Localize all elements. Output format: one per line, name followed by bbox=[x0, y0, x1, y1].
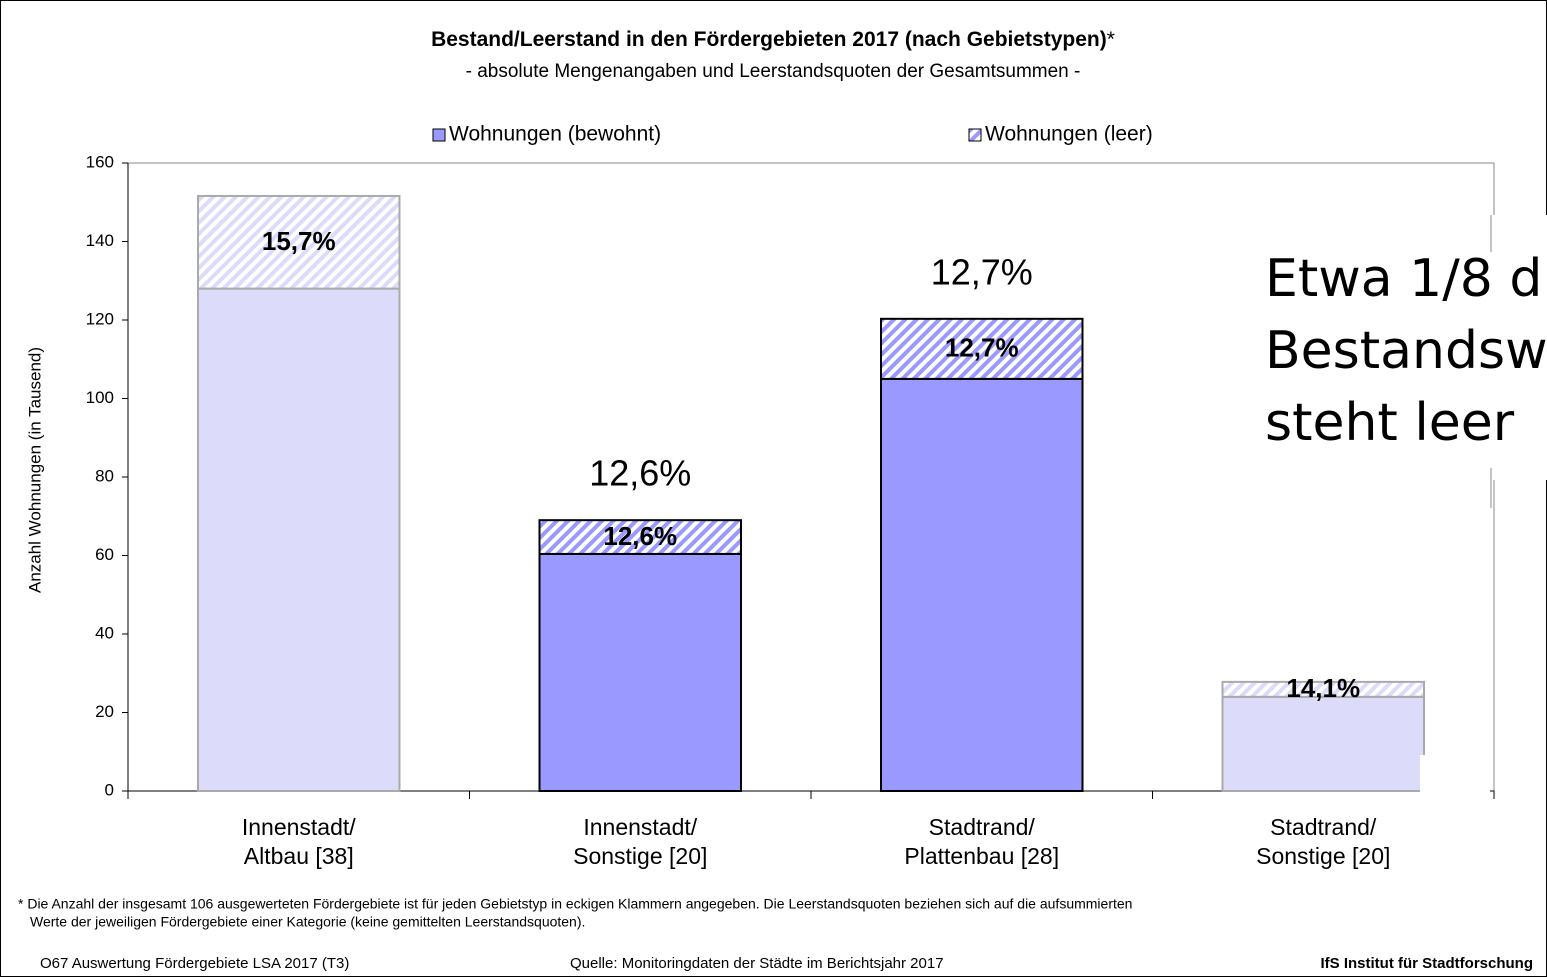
callout-text: Etwa 1/8 d bbox=[1265, 249, 1542, 309]
vacancy-label: 12,6% bbox=[603, 521, 677, 551]
vacancy-label: 14,1% bbox=[1286, 673, 1360, 703]
y-tick-label: 80 bbox=[95, 466, 114, 485]
bar-segment bbox=[1221, 680, 1425, 698]
y-tick-label: 0 bbox=[105, 780, 114, 799]
x-tick-label: Innenstadt/Sonstige [20] bbox=[573, 814, 707, 869]
chart-title: Bestand/Leerstand in den Fördergebieten … bbox=[431, 28, 1115, 51]
bar-segment bbox=[538, 519, 742, 555]
bar-segment bbox=[197, 287, 401, 792]
y-tick-label: 20 bbox=[95, 702, 114, 721]
y-tick-label: 140 bbox=[86, 231, 114, 250]
overlay-label: 12,7% bbox=[931, 251, 1033, 292]
y-tick-label: 120 bbox=[86, 309, 114, 328]
legend-label: Wohnungen (leer) bbox=[985, 123, 1153, 146]
bar-segment bbox=[880, 317, 1084, 380]
y-tick-label: 100 bbox=[86, 388, 114, 407]
legend-swatch bbox=[432, 128, 446, 142]
bar-segment bbox=[197, 194, 401, 290]
footer-center: Quelle: Monitoringdaten der Städte im Be… bbox=[570, 955, 944, 972]
x-tick-label: Stadtrand/Sonstige [20] bbox=[1256, 814, 1390, 869]
bar-segment bbox=[880, 377, 1084, 792]
bar-segment bbox=[1221, 695, 1425, 792]
y-tick-label: 40 bbox=[95, 623, 114, 642]
chart-subtitle: - absolute Mengenangaben und Leerstandsq… bbox=[466, 61, 1081, 82]
callout-box bbox=[1250, 215, 1547, 480]
vacancy-label: 15,7% bbox=[262, 226, 336, 256]
overlay-label: 12,6% bbox=[589, 453, 691, 494]
legend-swatch bbox=[968, 128, 982, 142]
y-axis-label: Anzahl Wohnungen (in Tausend) bbox=[25, 347, 44, 593]
y-tick-label: 160 bbox=[86, 152, 114, 171]
footnote: Werte der jeweiligen Fördergebiete einer… bbox=[30, 914, 585, 930]
y-tick-label: 60 bbox=[95, 545, 114, 564]
legend-label: Wohnungen (bewohnt) bbox=[449, 123, 661, 146]
x-tick-label: Stadtrand/Plattenbau [28] bbox=[904, 814, 1059, 869]
bar-segment bbox=[538, 552, 742, 792]
callout-text: steht leer bbox=[1265, 393, 1515, 453]
footnote: * Die Anzahl der insgesamt 106 ausgewert… bbox=[18, 896, 1132, 912]
callout-gap bbox=[1420, 755, 1490, 795]
footer-left: O67 Auswertung Fördergebiete LSA 2017 (T… bbox=[40, 955, 349, 972]
callout-text: Bestandsw bbox=[1265, 321, 1547, 381]
vacancy-label: 12,7% bbox=[945, 333, 1019, 363]
footer-right: IfS Institut für Stadtforschung bbox=[1321, 955, 1533, 972]
x-tick-label: Innenstadt/Altbau [38] bbox=[242, 814, 356, 869]
